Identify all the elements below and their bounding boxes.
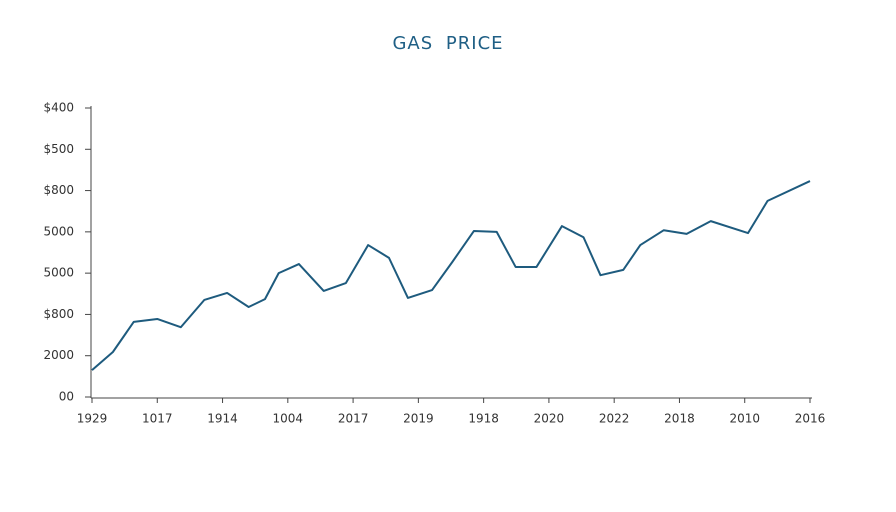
y-tick-label: 00 [59, 390, 74, 404]
y-tick-label: $800 [43, 307, 74, 321]
x-tick-label: 2020 [534, 412, 565, 426]
x-tick-label: 1017 [142, 412, 173, 426]
y-tick-label: $800 [43, 183, 74, 197]
chart-title: GAS PRICE [392, 33, 503, 54]
y-tick-label: 2000 [43, 348, 74, 362]
x-tick-label: 1918 [468, 412, 499, 426]
x-tick-label: 1929 [77, 412, 108, 426]
y-tick-label: 5000 [43, 266, 74, 280]
x-tick-label: 1004 [273, 412, 304, 426]
y-tick-label: $400 [43, 101, 74, 115]
y-tick-label: 5000 [43, 224, 74, 238]
line-series [91, 180, 811, 371]
y-tick-label: $500 [43, 142, 74, 156]
x-tick-label: 2022 [599, 412, 630, 426]
x-tick-label: 2017 [338, 412, 369, 426]
x-tick-label: 2019 [403, 412, 434, 426]
x-tick-label: 2016 [795, 412, 826, 426]
x-tick-label: 2010 [729, 412, 760, 426]
x-tick-label: 2018 [664, 412, 695, 426]
x-tick-label: 1914 [207, 412, 238, 426]
